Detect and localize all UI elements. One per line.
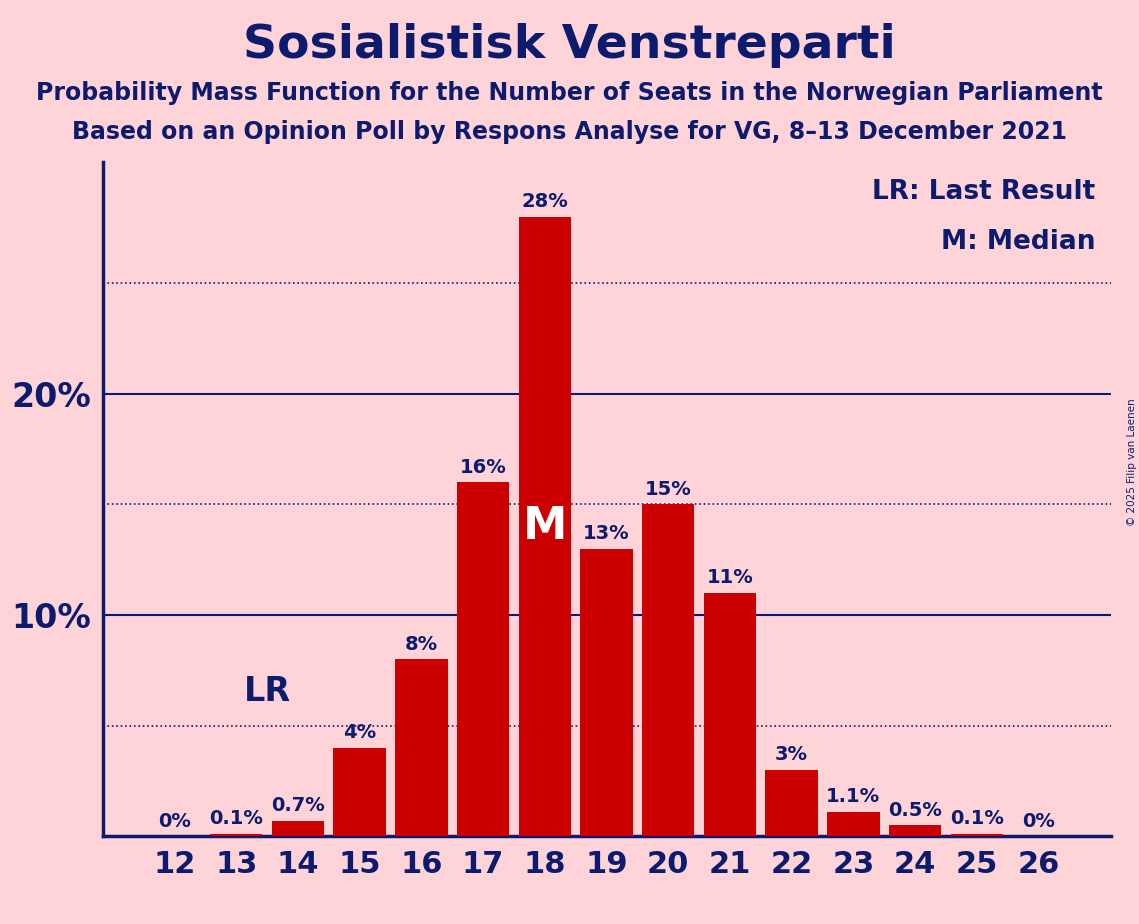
Bar [272, 821, 325, 836]
Text: 0.5%: 0.5% [888, 800, 942, 820]
Text: 0.1%: 0.1% [210, 809, 263, 829]
Text: 0%: 0% [1022, 811, 1055, 831]
Text: 1.1%: 1.1% [826, 787, 880, 807]
Bar [210, 834, 262, 836]
Bar [888, 825, 941, 836]
Bar [704, 593, 756, 836]
Text: Probability Mass Function for the Number of Seats in the Norwegian Parliament: Probability Mass Function for the Number… [36, 81, 1103, 105]
Text: M: Median: M: Median [941, 229, 1096, 255]
Text: 4%: 4% [343, 723, 376, 742]
Bar [765, 770, 818, 836]
Bar [334, 748, 386, 836]
Text: © 2025 Filip van Laenen: © 2025 Filip van Laenen [1126, 398, 1137, 526]
Bar [827, 812, 879, 836]
Bar [951, 834, 1003, 836]
Bar [642, 505, 695, 836]
Bar [518, 217, 571, 836]
Text: 8%: 8% [404, 635, 439, 654]
Text: LR: LR [244, 675, 290, 708]
Text: 28%: 28% [522, 192, 568, 212]
Text: 13%: 13% [583, 524, 630, 543]
Bar [580, 549, 633, 836]
Text: 15%: 15% [645, 480, 691, 499]
Text: 16%: 16% [460, 458, 507, 477]
Bar [457, 482, 509, 836]
Text: M: M [523, 505, 567, 548]
Text: Sosialistisk Venstreparti: Sosialistisk Venstreparti [243, 23, 896, 68]
Text: 0%: 0% [158, 811, 191, 831]
Text: 3%: 3% [776, 746, 809, 764]
Text: LR: Last Result: LR: Last Result [872, 178, 1096, 204]
Text: 0.7%: 0.7% [271, 796, 325, 815]
Text: Based on an Opinion Poll by Respons Analyse for VG, 8–13 December 2021: Based on an Opinion Poll by Respons Anal… [72, 120, 1067, 144]
Bar [395, 660, 448, 836]
Text: 0.1%: 0.1% [950, 809, 1003, 829]
Text: 11%: 11% [706, 568, 753, 588]
